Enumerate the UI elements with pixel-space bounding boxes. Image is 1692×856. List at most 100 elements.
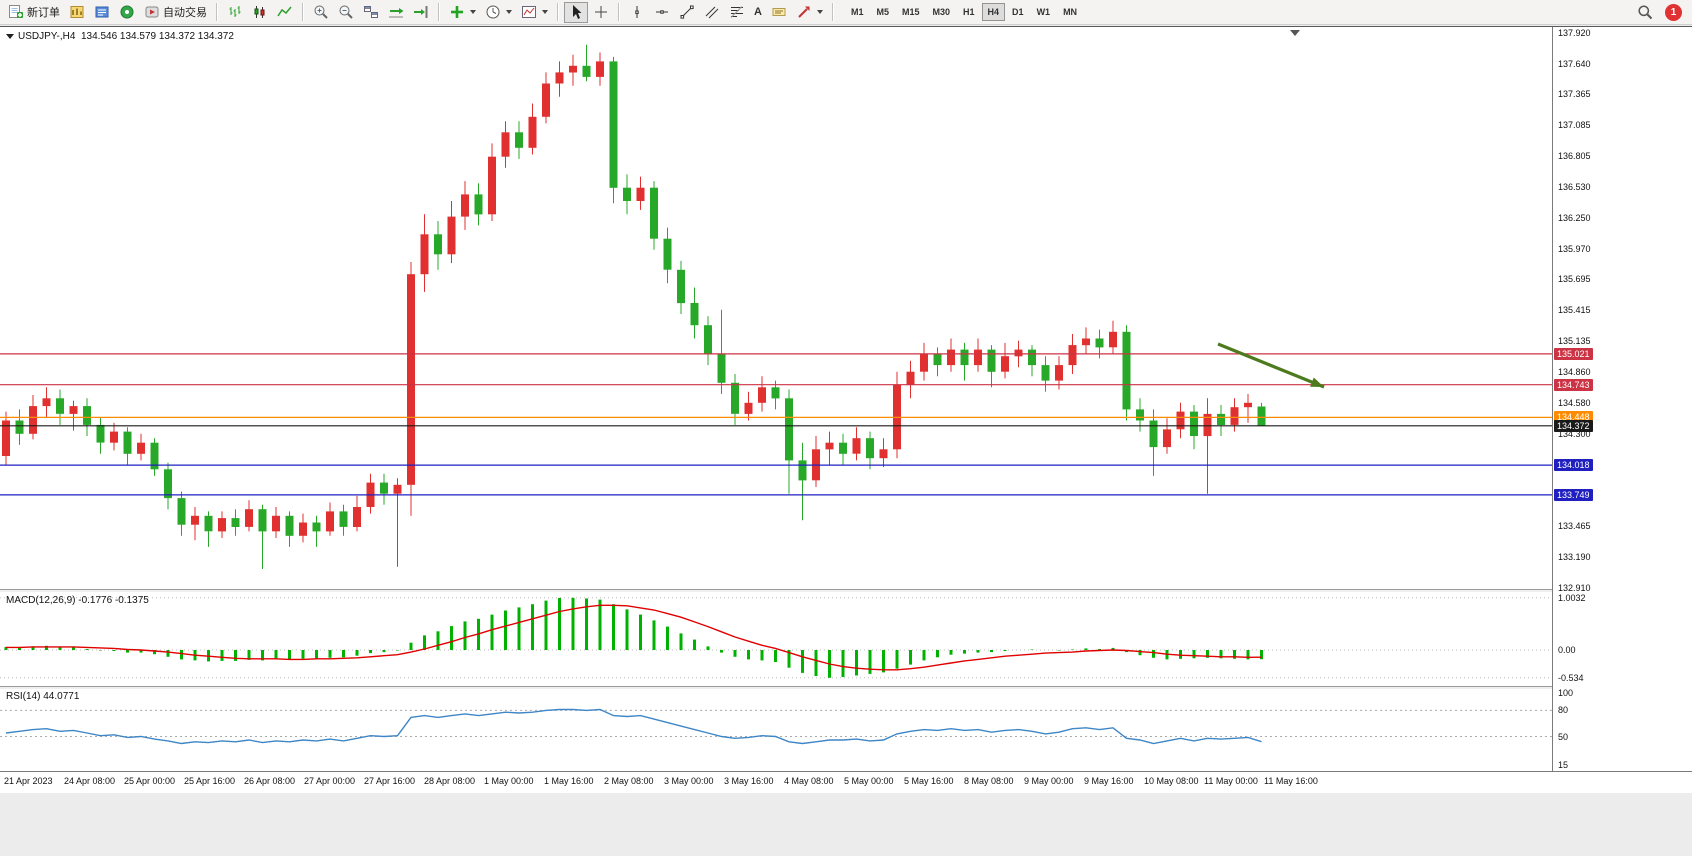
- price-axis-label: 135.970: [1558, 244, 1591, 254]
- time-axis-label: 25 Apr 00:00: [124, 776, 176, 786]
- auto-trading-button[interactable]: 自动交易: [140, 2, 211, 23]
- rsi-axis-label: 50: [1558, 732, 1569, 742]
- arrow-objects-button[interactable]: [792, 2, 827, 23]
- price-axis-label: 137.365: [1558, 89, 1591, 99]
- line-chart-icon: [277, 6, 292, 17]
- timeframe-m30-button[interactable]: M30: [927, 3, 957, 21]
- timeframe-mn-button[interactable]: MN: [1057, 3, 1083, 21]
- time-axis-label: 11 May 16:00: [1264, 776, 1318, 786]
- cursor-icon: [573, 5, 582, 19]
- rsi-canvas[interactable]: [0, 689, 1552, 771]
- rsi-axis-label: 15: [1558, 760, 1569, 770]
- price-level-tag: 134.372: [1554, 420, 1593, 432]
- main-chart-canvas[interactable]: [0, 27, 1552, 589]
- templates-button[interactable]: [517, 2, 552, 23]
- time-axis-label: 1 May 00:00: [484, 776, 534, 786]
- price-axis[interactable]: 137.920 137.640 137.365 137.085 136.805 136.5…: [1552, 27, 1692, 771]
- timeframe-w1-button[interactable]: W1: [1031, 3, 1057, 21]
- price-axis-label: 137.920: [1558, 28, 1591, 38]
- new-chart-button[interactable]: [65, 2, 89, 23]
- periods-button[interactable]: [481, 2, 516, 23]
- trendline-tool-button[interactable]: [675, 2, 699, 23]
- time-axis-label: 25 Apr 16:00: [184, 776, 236, 786]
- time-axis-label: 11 May 00:00: [1204, 776, 1258, 786]
- text-label-icon: [772, 8, 786, 16]
- cursor-tool-button[interactable]: [564, 1, 588, 23]
- auto-scroll-button[interactable]: [384, 2, 408, 23]
- line-chart-mode-button[interactable]: [273, 2, 297, 23]
- time-axis-label: 21 Apr 2023: [4, 776, 53, 786]
- search-icon: [1638, 5, 1653, 20]
- zoom-in-icon: [314, 5, 328, 19]
- price-axis-label: 137.085: [1558, 120, 1591, 130]
- candlestick-mode-button[interactable]: [248, 2, 272, 23]
- rsi-axis-label: 100: [1558, 688, 1574, 698]
- arrow-object-icon: [798, 6, 810, 18]
- channel-icon: [705, 6, 719, 19]
- price-axis-label: 135.415: [1558, 305, 1591, 315]
- price-level-tag: 134.743: [1554, 379, 1593, 391]
- crosshair-icon: [595, 6, 607, 18]
- new-order-label: 新订单: [27, 7, 60, 19]
- fibonacci-tool-button[interactable]: [725, 2, 749, 23]
- toolbar-separator: [618, 3, 620, 21]
- time-axis-label: 26 Apr 08:00: [244, 776, 296, 786]
- toolbar: 新订单 自动交易: [0, 0, 1692, 25]
- indicators-button[interactable]: [445, 2, 480, 23]
- new-chart-icon: [70, 6, 84, 18]
- timeframe-m1-button[interactable]: M1: [845, 3, 870, 21]
- timeframe-d1-button[interactable]: D1: [1006, 3, 1030, 21]
- time-axis-label: 9 May 00:00: [1024, 776, 1074, 786]
- time-axis-label: 5 May 16:00: [904, 776, 954, 786]
- crosshair-tool-button[interactable]: [589, 2, 613, 23]
- time-axis-label: 10 May 08:00: [1144, 776, 1199, 786]
- chart-shift-icon: [414, 6, 428, 18]
- rsi-panel: [0, 689, 1552, 771]
- toolbar-separator: [302, 3, 304, 21]
- price-axis-label: 136.530: [1558, 182, 1591, 192]
- horizontal-line-icon: [656, 10, 668, 14]
- chart-title: USDJPY-,H4 134.546 134.579 134.372 134.3…: [6, 31, 234, 42]
- zoom-out-button[interactable]: [334, 2, 358, 23]
- price-level-tag: 135.021: [1554, 348, 1593, 360]
- vertical-line-tool-button[interactable]: [625, 2, 649, 23]
- navigator-button[interactable]: [115, 2, 139, 23]
- fibonacci-icon: [730, 6, 743, 18]
- channel-tool-button[interactable]: [700, 2, 724, 23]
- tile-windows-icon: [364, 6, 378, 18]
- horizontal-line-tool-button[interactable]: [650, 2, 674, 23]
- zoom-in-button[interactable]: [309, 2, 333, 23]
- panel-divider[interactable]: [0, 589, 1692, 592]
- auto-scroll-icon: [389, 8, 404, 18]
- bar-chart-mode-button[interactable]: [223, 2, 247, 23]
- rsi-axis-label: 80: [1558, 705, 1569, 715]
- dropdown-caret-icon: [506, 10, 512, 14]
- notification-badge[interactable]: 1: [1665, 3, 1682, 21]
- timeframe-h1-button[interactable]: H1: [957, 3, 981, 21]
- timeframe-m15-button[interactable]: M15: [896, 3, 926, 21]
- time-axis-label: 3 May 16:00: [724, 776, 774, 786]
- panel-divider[interactable]: [0, 686, 1692, 689]
- time-axis[interactable]: 21 Apr 2023 24 Apr 08:00 25 Apr 00:00 25 Ap…: [0, 771, 1692, 793]
- new-order-button[interactable]: 新订单: [4, 2, 64, 23]
- new-order-icon: [9, 5, 23, 18]
- macd-axis-label: 0.00: [1558, 645, 1576, 655]
- chart-shift-button[interactable]: [409, 2, 433, 23]
- market-watch-button[interactable]: [90, 2, 114, 23]
- price-axis-label: 135.135: [1558, 336, 1591, 346]
- price-axis-label: 132.910: [1558, 583, 1591, 593]
- tile-windows-button[interactable]: [359, 2, 383, 23]
- text-label-tool-button[interactable]: [767, 2, 791, 23]
- timeframe-m5-button[interactable]: M5: [870, 3, 895, 21]
- time-axis-label: 4 May 08:00: [784, 776, 834, 786]
- macd-axis-label: -0.534: [1558, 673, 1584, 683]
- clock-icon: [486, 5, 500, 19]
- search-button[interactable]: [1633, 2, 1657, 23]
- text-tool-button[interactable]: A: [750, 2, 766, 23]
- timeframe-h4-button[interactable]: H4: [981, 3, 1006, 21]
- quick-trade-expand-icon[interactable]: [6, 34, 14, 39]
- time-axis-label: 27 Apr 16:00: [364, 776, 416, 786]
- price-axis-label: 133.190: [1558, 552, 1591, 562]
- price-axis-label: 134.580: [1558, 398, 1591, 408]
- macd-canvas[interactable]: [0, 592, 1552, 686]
